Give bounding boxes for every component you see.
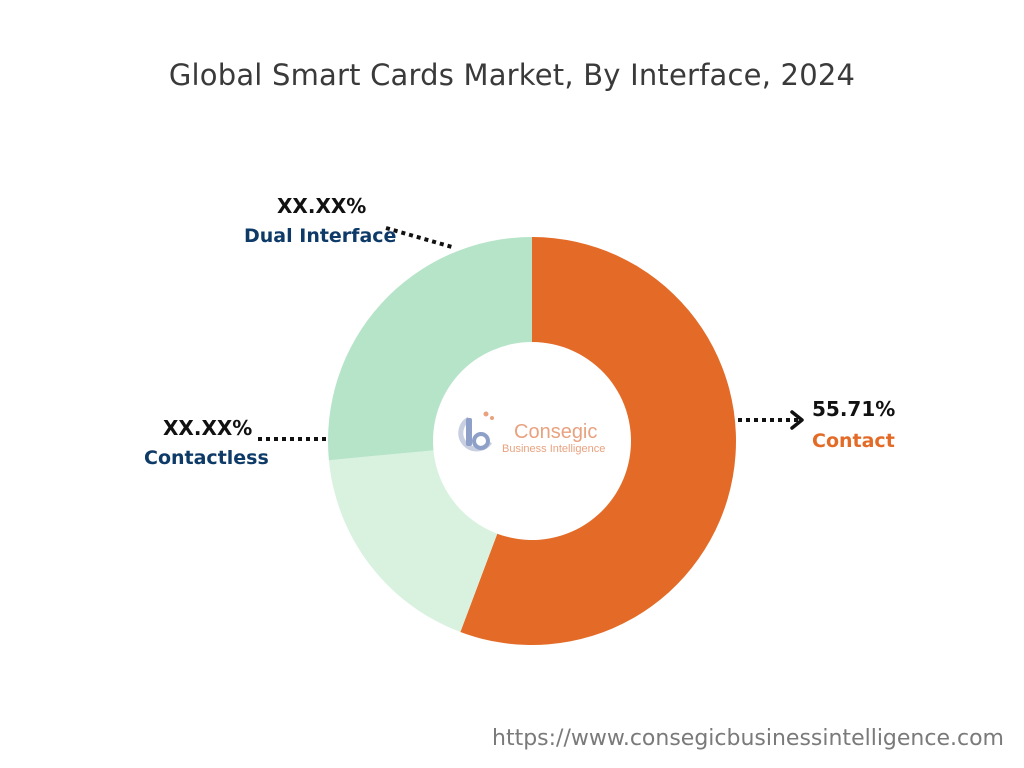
- leader-line-dual-interface: [385, 226, 453, 249]
- consegic-logo: Consegic Business Intelligence: [458, 411, 605, 455]
- logo-tagline: Business Intelligence: [502, 443, 605, 455]
- slice-contact: [460, 237, 736, 645]
- leader-arrow-contact: [738, 410, 804, 430]
- slice-contactless: [328, 450, 498, 633]
- contactless-value: XX.XX%: [163, 416, 253, 440]
- contact-value: 55.71%: [812, 397, 896, 421]
- contactless-label: Contactless: [144, 447, 269, 469]
- source-url: https://www.consegicbusinessintelligence…: [492, 726, 1004, 751]
- slices-group: [328, 237, 736, 645]
- slice-dual-interface: [328, 237, 532, 461]
- cb-logo-icon: [458, 411, 494, 452]
- dual-interface-value: XX.XX%: [277, 194, 367, 218]
- chart-title: Global Smart Cards Market, By Interface,…: [168, 58, 856, 92]
- logo-name: Consegic: [514, 421, 597, 443]
- dual-interface-label: Dual Interface: [244, 225, 397, 247]
- contact-label: Contact: [812, 430, 895, 452]
